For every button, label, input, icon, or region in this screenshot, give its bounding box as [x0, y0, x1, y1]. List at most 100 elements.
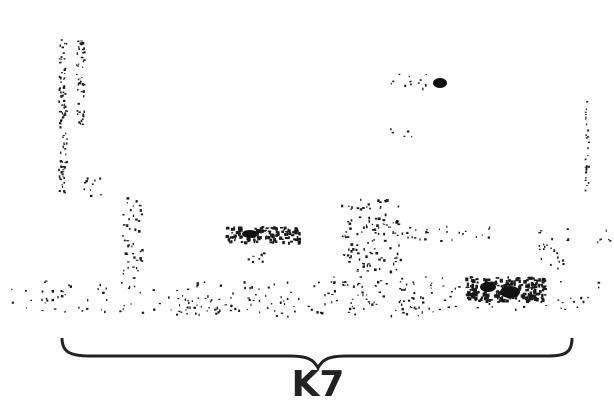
spot	[371, 223, 373, 226]
spot	[425, 74, 427, 76]
spot	[80, 56, 83, 59]
spot	[64, 42, 66, 45]
spot	[134, 228, 137, 232]
spot	[288, 241, 290, 245]
spot	[257, 235, 259, 237]
spot	[465, 286, 470, 288]
spot	[587, 141, 590, 143]
spot	[240, 241, 244, 243]
spot	[561, 302, 564, 304]
spot	[359, 276, 362, 278]
spot	[580, 296, 583, 300]
spot	[86, 177, 89, 180]
spot	[502, 284, 504, 289]
spot	[80, 119, 83, 123]
spot	[495, 282, 498, 284]
spot	[530, 282, 534, 285]
spot	[122, 308, 124, 310]
spot	[560, 281, 562, 283]
spot	[81, 41, 85, 45]
spot	[178, 310, 181, 313]
spot	[230, 304, 233, 308]
spot	[515, 308, 517, 311]
spot	[474, 296, 478, 300]
spot	[538, 232, 542, 234]
spot	[396, 234, 399, 236]
brace	[60, 337, 574, 372]
spot	[253, 239, 256, 244]
spot	[358, 216, 362, 219]
spot	[127, 287, 130, 289]
spot	[261, 229, 264, 233]
spot	[484, 278, 488, 282]
spot	[251, 286, 253, 289]
spot	[65, 43, 68, 45]
spot	[408, 76, 411, 78]
spot	[258, 236, 262, 239]
spot	[356, 207, 360, 209]
spot	[415, 228, 417, 231]
spot	[46, 299, 49, 302]
spot	[63, 176, 65, 179]
spot	[377, 280, 380, 284]
spot	[499, 298, 503, 303]
spot	[330, 281, 332, 283]
spot	[386, 199, 389, 202]
spot	[123, 224, 126, 226]
spot	[177, 297, 180, 300]
spot	[543, 243, 545, 246]
spot	[378, 258, 381, 261]
spot	[374, 217, 377, 220]
spot	[82, 115, 85, 118]
spot	[499, 297, 504, 300]
spot	[376, 224, 379, 227]
spot	[566, 228, 569, 230]
spot	[430, 282, 433, 284]
spot	[335, 300, 338, 302]
spot	[404, 84, 407, 88]
spot	[80, 43, 84, 45]
spot	[471, 292, 476, 297]
spot	[105, 287, 107, 290]
spot	[368, 220, 371, 223]
spot	[186, 288, 190, 290]
spot	[244, 286, 246, 290]
spot	[275, 233, 279, 236]
spot	[341, 204, 344, 208]
spot	[318, 281, 320, 284]
spot	[374, 268, 377, 272]
spot	[263, 229, 267, 232]
spot	[475, 291, 478, 294]
spot	[233, 235, 237, 238]
spot	[483, 278, 486, 282]
spot	[608, 239, 610, 241]
spot	[58, 88, 61, 91]
spot	[129, 285, 131, 289]
spot	[59, 126, 62, 129]
spot	[493, 294, 498, 297]
spot	[58, 100, 60, 103]
spot	[474, 288, 477, 292]
spot	[260, 231, 262, 234]
spot	[78, 121, 81, 124]
spot	[362, 207, 365, 209]
spot	[204, 297, 207, 299]
spot	[518, 279, 521, 283]
spot	[360, 231, 363, 233]
spot	[141, 249, 144, 252]
spot	[228, 238, 230, 240]
spot	[64, 294, 66, 296]
spot	[324, 303, 326, 306]
spot	[365, 294, 368, 296]
spot	[368, 216, 371, 220]
spot	[321, 311, 324, 315]
spot	[63, 142, 65, 145]
spot	[258, 230, 262, 233]
spot	[350, 243, 354, 246]
spot	[541, 277, 546, 281]
spot	[573, 300, 575, 303]
spot	[350, 250, 353, 253]
spot	[63, 166, 66, 169]
spot	[126, 197, 130, 200]
spot	[294, 227, 297, 231]
